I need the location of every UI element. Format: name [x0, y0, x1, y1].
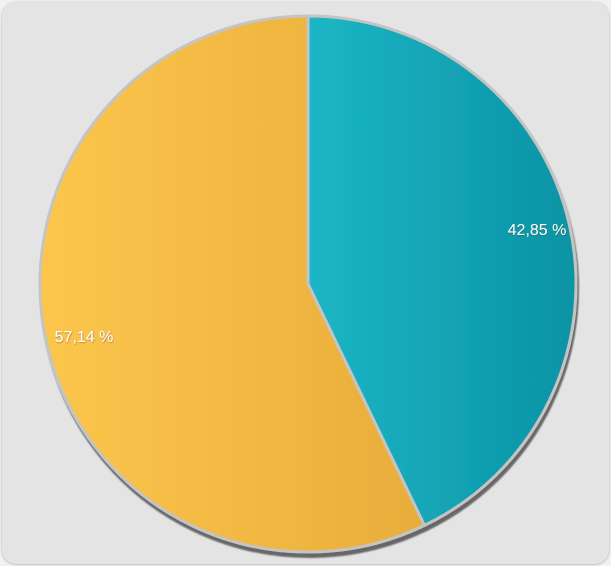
svg-text:42,85 %: 42,85 % — [508, 222, 567, 239]
svg-text:57,14 %: 57,14 % — [55, 329, 114, 346]
